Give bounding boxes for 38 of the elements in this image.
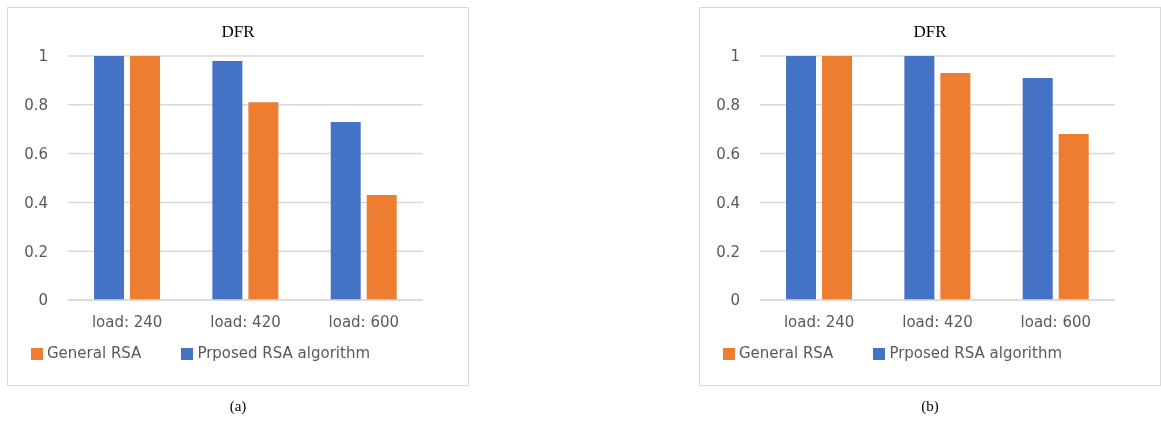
bar: [366, 195, 397, 300]
x-tick-label: load: 420: [210, 312, 281, 331]
y-tick-label: 0.6: [716, 144, 740, 163]
bar: [786, 56, 817, 300]
x-tick-label: load: 600: [328, 312, 400, 331]
bar: [904, 56, 935, 300]
legend-label: General RSA: [739, 344, 834, 362]
y-tick-label: 1: [38, 47, 48, 66]
chart-title: DFR: [220, 22, 256, 42]
y-tick-label: 0.8: [716, 96, 740, 115]
legend-label: Prposed RSA algorithm: [889, 344, 1062, 362]
y-tick-label: 1: [730, 47, 740, 66]
legend-label: Prposed RSA algorithm: [197, 344, 370, 362]
text: (b): [920, 398, 940, 415]
y-tick-label: 0.2: [24, 242, 48, 261]
bar: [248, 102, 279, 300]
y-tick-label: 0.2: [716, 242, 740, 261]
bar: [212, 60, 243, 300]
x-tick-label: load: 240: [91, 312, 163, 331]
bar: [94, 56, 125, 300]
bar: [940, 73, 971, 300]
y-tick-label: 0.4: [716, 193, 740, 212]
bar: [1058, 134, 1089, 300]
x-tick-label: load: 240: [783, 312, 855, 331]
bar: [822, 56, 853, 300]
legend-label: General RSA: [47, 344, 142, 362]
bar: [1022, 77, 1053, 300]
y-tick-label: 0.6: [24, 144, 48, 163]
bar: [130, 56, 161, 300]
y-tick-label: 0: [38, 291, 48, 310]
chart-title: DFR: [912, 22, 948, 42]
y-tick-label: 0.4: [24, 193, 48, 212]
text: (a): [228, 398, 248, 415]
x-tick-label: load: 600: [1020, 312, 1092, 331]
y-tick-label: 0.8: [24, 96, 48, 115]
bar: [330, 121, 361, 300]
x-tick-label: load: 420: [902, 312, 973, 331]
y-tick-label: 0: [730, 291, 740, 310]
